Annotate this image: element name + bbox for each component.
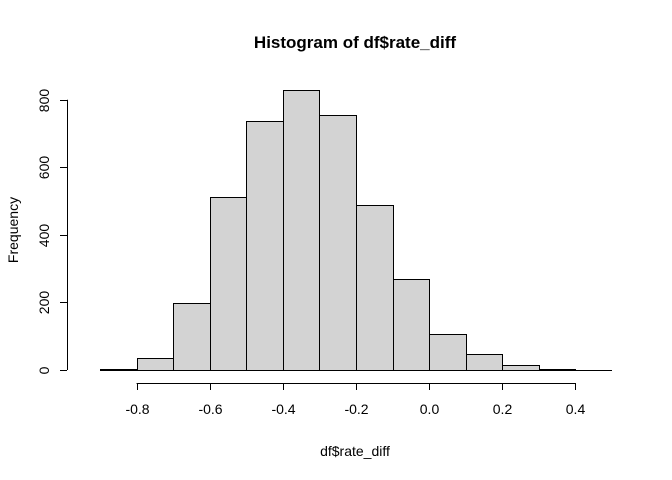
histogram-bar	[246, 121, 284, 371]
histogram-bar	[393, 279, 430, 371]
chart-title: Histogram of df$rate_diff	[254, 33, 456, 52]
x-tick-label: 0.2	[493, 401, 513, 417]
histogram-bar	[466, 354, 503, 371]
y-tick-label: 200	[36, 291, 52, 315]
x-axis-label: df$rate_diff	[320, 443, 390, 459]
y-axis-label: Frequency	[5, 197, 21, 263]
y-tick-label: 0	[36, 366, 52, 374]
y-tick-label: 600	[36, 156, 52, 180]
histogram-bar	[210, 197, 247, 371]
histogram-bar	[356, 205, 394, 371]
bars-group	[100, 90, 612, 371]
x-tick-label: 0.4	[566, 401, 586, 417]
x-tick-label: -0.2	[344, 401, 368, 417]
histogram-bar	[137, 358, 174, 371]
histogram-bar	[429, 334, 467, 371]
y-tick-label: 800	[36, 89, 52, 113]
y-axis: 0 200 400 600 800	[36, 89, 68, 374]
x-tick-label: -0.8	[125, 401, 149, 417]
histogram-bar	[502, 365, 540, 371]
y-tick-label: 400	[36, 224, 52, 248]
histogram-bar	[173, 303, 211, 371]
x-tick-label: 0.0	[420, 401, 440, 417]
histogram-bar	[283, 90, 320, 371]
histogram-bar	[319, 115, 357, 371]
x-tick-label: -0.4	[271, 401, 295, 417]
x-axis: -0.8 -0.6 -0.4 -0.2 0.0 0.2 0.4	[125, 383, 585, 417]
x-tick-label: -0.6	[198, 401, 222, 417]
